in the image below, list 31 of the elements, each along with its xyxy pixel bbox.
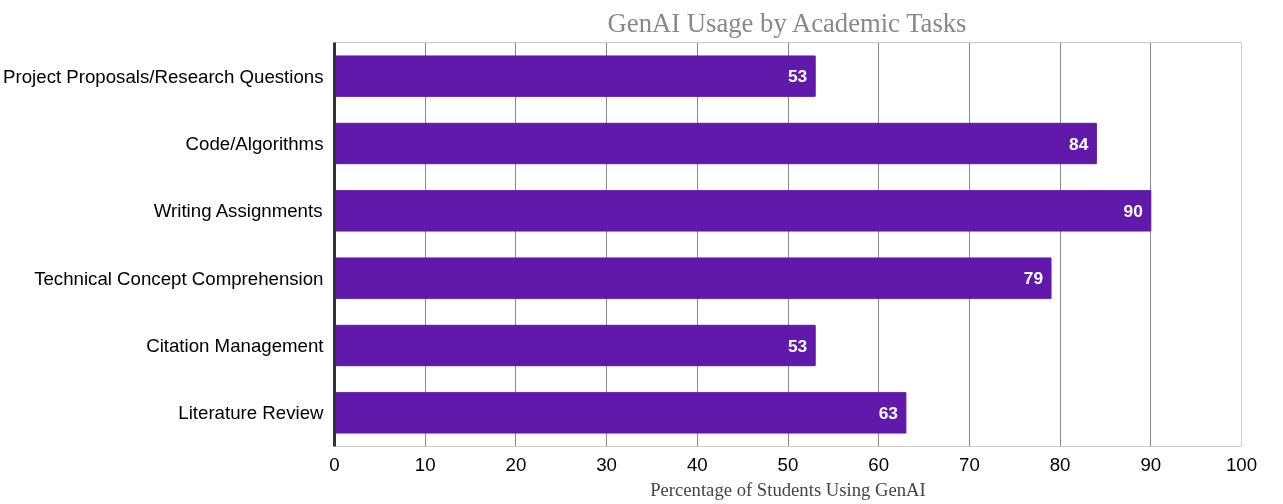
bar [334, 324, 816, 367]
x-tick-label: 50 [777, 453, 799, 475]
y-tick-label: Citation Management [146, 335, 325, 356]
y-tick-label: Technical Concept Comprehension [34, 267, 324, 289]
y-tick-label: Writing Assignments [153, 200, 323, 222]
y-tick-label: Code/Algorithms [185, 133, 324, 154]
bar [334, 190, 1152, 232]
x-tick-label: 40 [686, 453, 708, 475]
bar [334, 122, 1097, 165]
bar [334, 392, 907, 434]
x-axis-title: Percentage of Students Using GenAI [650, 478, 926, 500]
data-label: 63 [878, 402, 899, 423]
bar [334, 55, 816, 97]
x-tick-label: 10 [414, 453, 436, 475]
x-tick-label: 100 [1225, 453, 1258, 475]
chart-title: GenAI Usage by Academic Tasks [607, 7, 967, 38]
x-tick-label: 30 [596, 453, 617, 475]
x-tick-label: 90 [1140, 453, 1162, 475]
data-label: 53 [787, 335, 808, 356]
data-label: 84 [1069, 133, 1089, 154]
y-tick-label: Literature Review [178, 402, 325, 424]
data-label: 79 [1023, 268, 1044, 289]
x-tick-label: 20 [505, 453, 527, 475]
x-tick-label: 80 [1049, 453, 1071, 475]
x-tick-label: 60 [868, 453, 890, 475]
x-tick-label: 70 [959, 453, 980, 475]
data-label: 53 [787, 66, 808, 87]
data-label: 90 [1123, 200, 1143, 221]
x-tick-label: 0 [329, 453, 340, 475]
bar [334, 257, 1052, 299]
y-tick-label: Project Proposals/Research Questions [3, 65, 324, 87]
